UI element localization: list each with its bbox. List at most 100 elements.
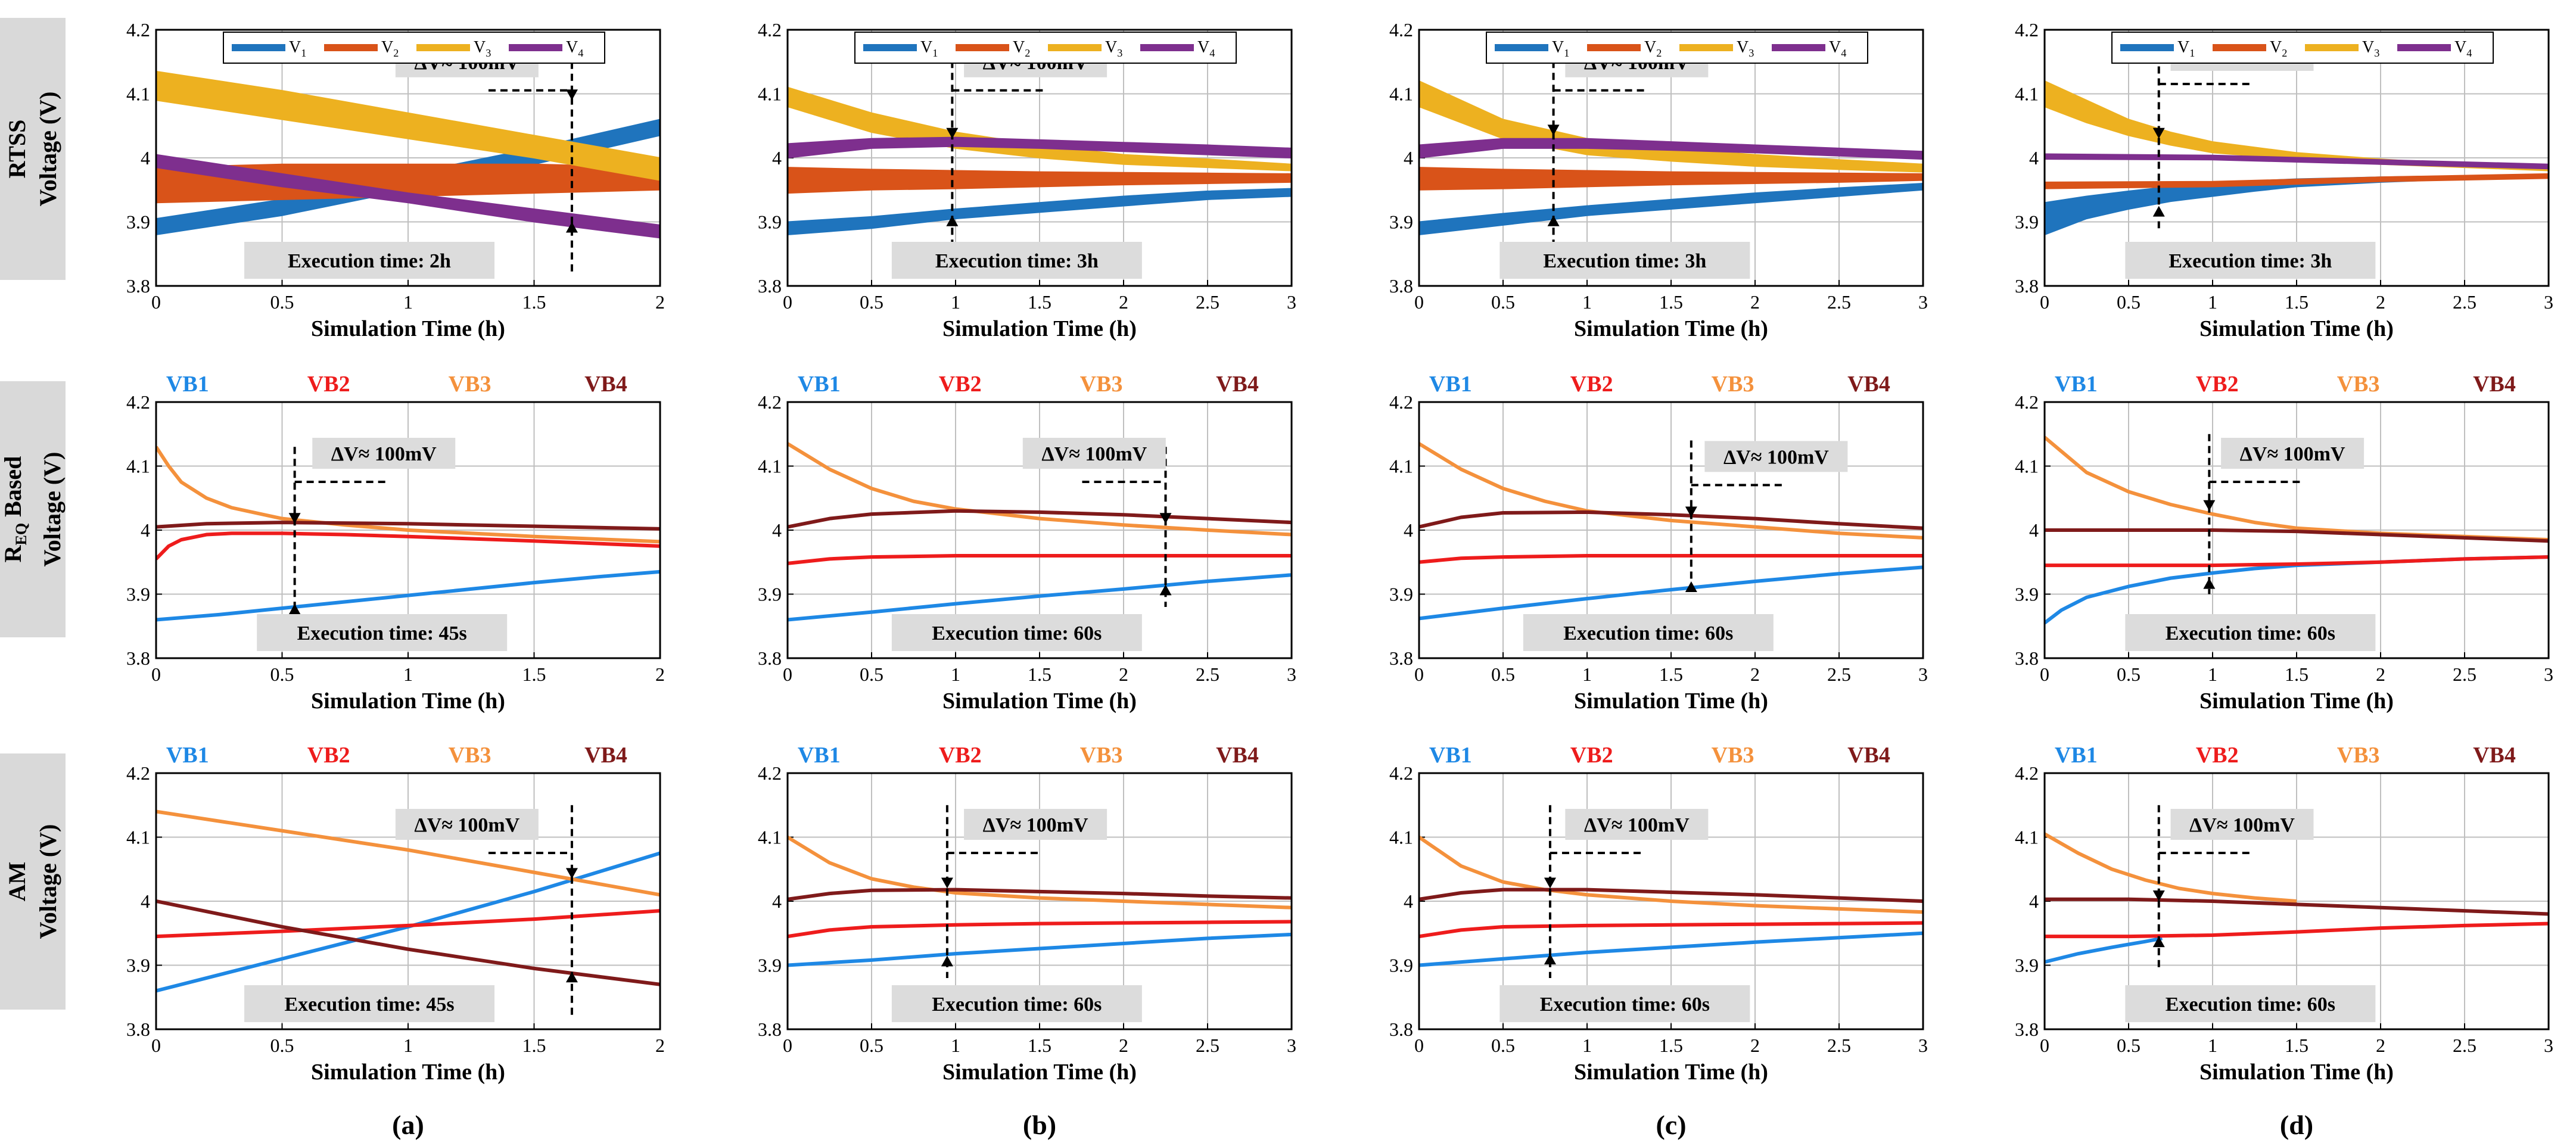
legend-entry-VB2: VB2 <box>307 372 350 397</box>
y-tick-label: 4 <box>141 890 150 912</box>
x-tick-label: 2.5 <box>1196 291 1219 313</box>
row-label-am-line2: Voltage (V) <box>35 824 61 939</box>
y-tick-label: 3.9 <box>126 211 150 233</box>
x-tick-label: 2 <box>655 1035 665 1056</box>
series-line-VB3 <box>788 835 1292 910</box>
x-tick-label: 0.5 <box>270 1035 294 1056</box>
x-tick-label: 1 <box>1582 664 1592 685</box>
x-tick-label: 0.5 <box>270 291 294 313</box>
x-tick-label: 0.5 <box>860 1035 883 1056</box>
x-axis-label: Simulation Time (h) <box>311 316 505 341</box>
x-tick-label: 3 <box>2544 291 2553 313</box>
legend-entry-VB4: VB4 <box>1216 743 1259 768</box>
y-tick-label: 4.1 <box>126 83 150 105</box>
x-tick-label: 2 <box>2376 291 2385 313</box>
y-tick-label: 4.1 <box>1389 827 1413 848</box>
axes-frame <box>1418 29 1924 287</box>
series-line-VB1 <box>788 573 1292 622</box>
exec-time-label: Execution time: 3h <box>2169 250 2332 272</box>
series-band-V3 <box>2045 80 2549 172</box>
series-group <box>156 446 660 622</box>
delta-label-box <box>395 809 539 840</box>
chart-a-am: 0 0.5 1 1.5 2 3.8 3.9 4 4.1 4.2 ΔV≈ 100mV Execution… <box>126 743 665 1085</box>
x-tick-label: 0.5 <box>860 291 883 313</box>
series-band-V3 <box>788 86 1292 172</box>
chart-b-req: 0 0.5 1 1.5 2 2.5 3 3.8 3.9 4 4.1 4.2 ΔV≈ 100mV Execu… <box>758 372 1296 714</box>
exec-time-label: Execution time: 60s <box>1540 994 1710 1016</box>
exec-time-box <box>2125 614 2376 651</box>
series-line-VB2 <box>2045 555 2549 568</box>
x-tick-label: 0 <box>1414 291 1424 313</box>
legend-entry-V3: V3 <box>1737 38 1754 59</box>
x-tick-label: 0 <box>1414 664 1424 685</box>
x-tick-label: 3 <box>1287 291 1296 313</box>
x-tick-label: 3 <box>2544 664 2553 685</box>
series-line-VB1 <box>1419 565 1923 621</box>
legend-entry-VB1: VB1 <box>2055 743 2098 768</box>
delta-arrow-head-top <box>1159 513 1172 524</box>
x-tick-label: 2 <box>1119 1035 1128 1056</box>
delta-label: ΔV≈ 100mV <box>1041 443 1147 465</box>
exec-time-box <box>257 614 508 651</box>
exec-time-label: Execution time: 60s <box>2166 994 2335 1016</box>
x-tick-label: 1.5 <box>1659 291 1683 313</box>
legend-entry-V2: V2 <box>1013 38 1030 59</box>
series-band-V1 <box>1419 182 1923 236</box>
delta-arrow-head-top <box>1685 506 1697 518</box>
series-band-V2 <box>788 167 1292 194</box>
legend-entry-V3: V3 <box>474 38 491 59</box>
series-line-VB4 <box>1419 887 1923 903</box>
delta-label: ΔV≈ 100mV <box>1584 814 1690 836</box>
legend-entry-VB4: VB4 <box>584 372 627 397</box>
x-tick-label: 1.5 <box>2285 1035 2309 1056</box>
x-tick-label: 2 <box>655 664 665 685</box>
x-tick-label: 3 <box>2544 1035 2553 1056</box>
exec-time-label: Execution time: 3h <box>935 250 1099 272</box>
y-tick-label: 4.1 <box>2015 456 2039 477</box>
axes-frame <box>2043 29 2550 287</box>
delta-arrow-head-top <box>2152 127 2165 139</box>
x-axis-label: Simulation Time (h) <box>942 1060 1137 1085</box>
series-line-VB2 <box>156 909 660 939</box>
y-tick-label: 4 <box>1404 147 1413 169</box>
y-tick-label: 3.9 <box>126 955 150 976</box>
series-group <box>788 835 1292 967</box>
x-tick-label: 1 <box>1582 1035 1592 1056</box>
series-group <box>1419 80 1923 236</box>
delta-label-box <box>2170 809 2314 840</box>
delta-arrow-head-bottom <box>2152 936 2165 948</box>
y-tick-label: 3.8 <box>1389 275 1413 297</box>
x-tick-label: 0.5 <box>1491 664 1515 685</box>
x-tick-label: 0.5 <box>2117 664 2141 685</box>
exec-time-label: Execution time: 60s <box>2166 622 2335 644</box>
series-band-V1 <box>788 188 1292 236</box>
legend-entry-VB1: VB1 <box>166 372 209 397</box>
delta-label-box <box>2221 438 2365 469</box>
row-label-req: REQ Based Voltage (V) <box>0 381 66 637</box>
x-axis-label: Simulation Time (h) <box>2199 689 2394 714</box>
y-tick-label: 4 <box>141 519 150 541</box>
column-label: (d) <box>2280 1110 2313 1140</box>
y-tick-label: 3.8 <box>2015 1019 2039 1040</box>
delta-arrow-head-bottom <box>288 603 301 615</box>
legend-entry-VB1: VB1 <box>798 372 841 397</box>
row-label-am-line1: AM <box>4 861 30 902</box>
axes-frame <box>155 29 661 287</box>
y-tick-label: 3.9 <box>758 584 782 605</box>
x-tick-label: 3 <box>1918 291 1928 313</box>
delta-arrow-head-bottom <box>1547 215 1560 226</box>
legend-entry-VB1: VB1 <box>166 743 209 768</box>
x-tick-label: 2.5 <box>1196 664 1219 685</box>
x-tick-label: 2.5 <box>1827 664 1851 685</box>
x-axis-label: Simulation Time (h) <box>2199 316 2394 341</box>
axes-frame <box>786 401 1293 659</box>
exec-time-box <box>891 614 1142 651</box>
y-tick-label: 3.8 <box>1389 1019 1413 1040</box>
legend-entry-VB4: VB4 <box>2473 743 2516 768</box>
series-band-V4 <box>1419 138 1923 160</box>
exec-time-box <box>244 242 495 279</box>
series-line-VB4 <box>788 887 1292 901</box>
axes-frame <box>155 401 661 659</box>
axes-frame <box>1418 772 1924 1030</box>
